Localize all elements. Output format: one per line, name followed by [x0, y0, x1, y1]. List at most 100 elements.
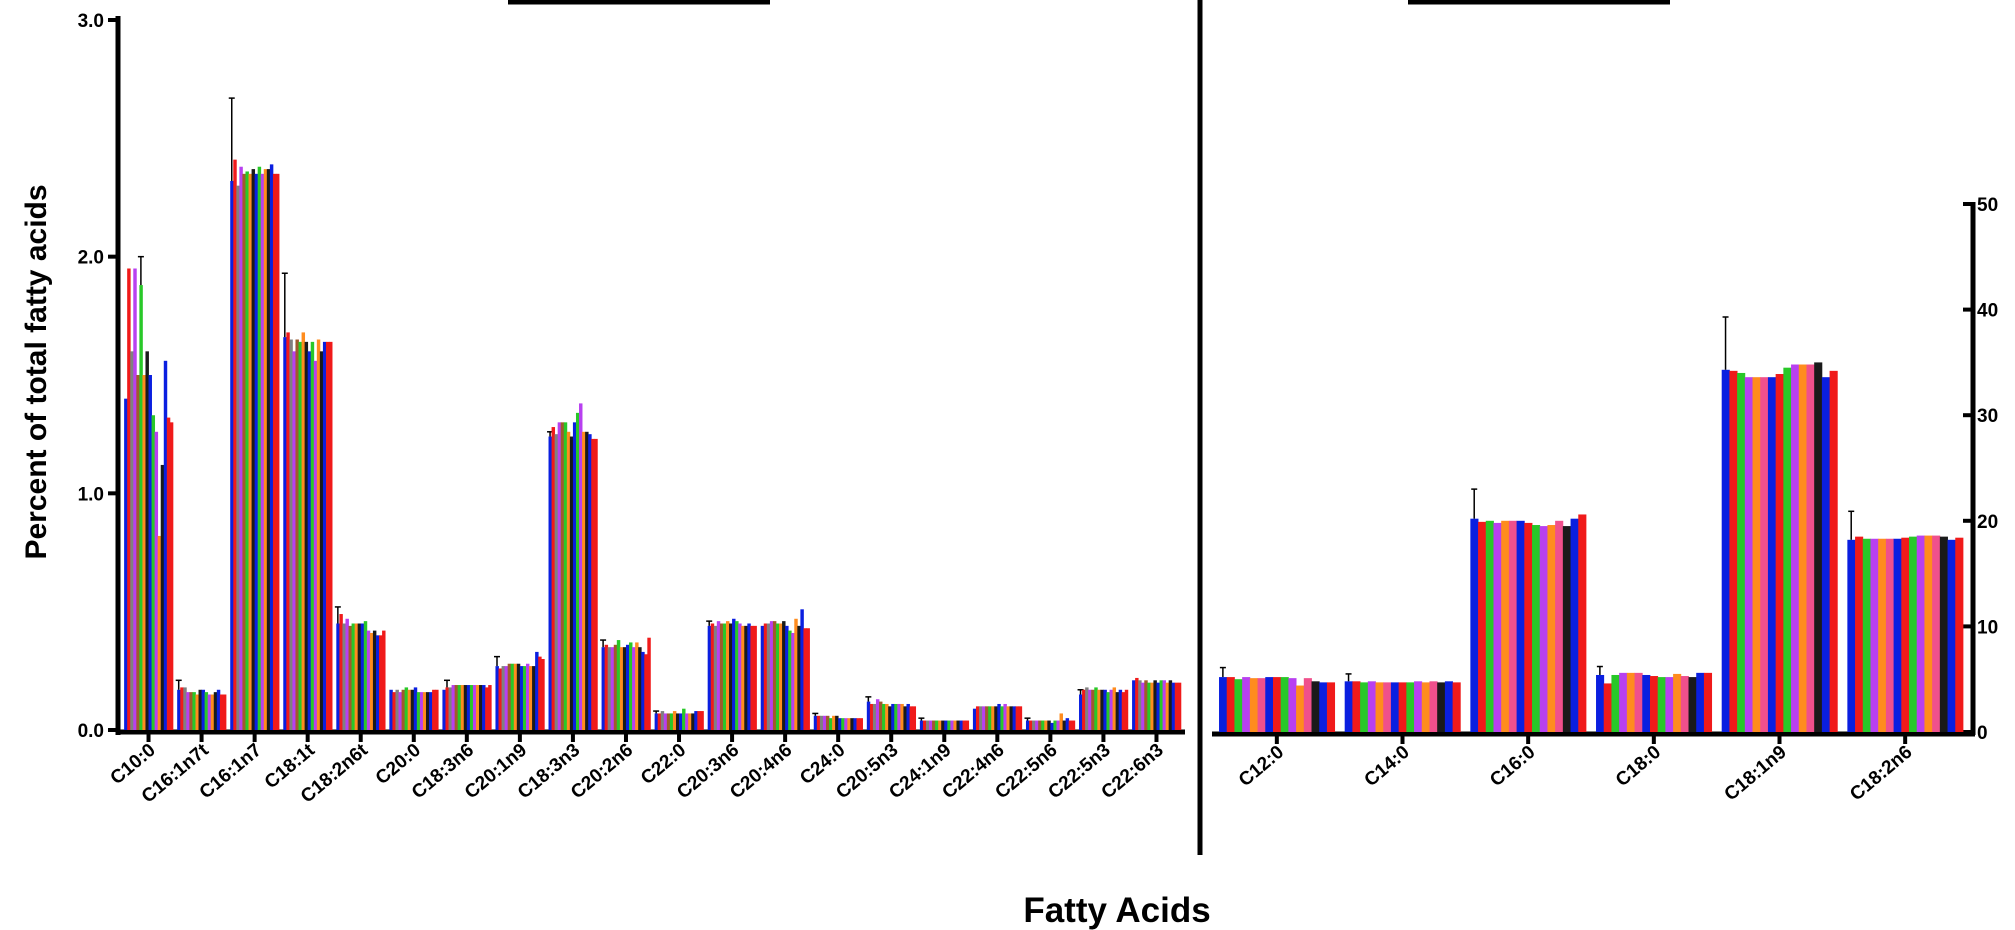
bar: [1932, 535, 1941, 732]
bar: [560, 422, 565, 730]
bar: [660, 711, 665, 730]
bar: [1062, 720, 1067, 730]
bar: [644, 654, 648, 730]
bar: [657, 713, 662, 730]
bar: [219, 694, 224, 730]
bar: [941, 720, 945, 730]
bar: [882, 703, 886, 730]
bar: [819, 715, 824, 730]
bar: [1177, 682, 1182, 730]
y-tick-label: 30: [1977, 406, 1998, 427]
bar: [522, 666, 527, 730]
bar: [183, 687, 187, 730]
x-tick-label: C18:0: [1612, 742, 1665, 791]
bar: [1806, 364, 1815, 732]
bar: [1452, 682, 1461, 732]
bar: [610, 647, 615, 730]
bar: [1501, 520, 1510, 732]
bar: [1680, 676, 1689, 732]
bar: [912, 706, 917, 730]
bar: [1032, 720, 1036, 730]
bar: [504, 666, 509, 730]
bar: [922, 720, 927, 730]
bar: [1047, 720, 1051, 730]
bar: [582, 431, 586, 730]
bar: [319, 351, 324, 730]
bar: [869, 703, 874, 730]
bar: [1344, 681, 1353, 732]
bar: [691, 713, 695, 730]
bar: [569, 436, 574, 730]
bar: [372, 630, 377, 730]
bar: [1018, 706, 1023, 730]
bar: [180, 687, 184, 730]
bar: [1916, 535, 1925, 732]
bar: [688, 713, 692, 730]
bar: [744, 625, 748, 730]
bar: [1829, 370, 1838, 732]
left-y-ticks: 0.0 1.0 2.0 3.0: [78, 11, 118, 742]
bar: [554, 434, 559, 730]
bar: [1079, 694, 1083, 730]
bar: [1138, 680, 1142, 730]
bar: [1375, 682, 1384, 732]
bar: [1429, 681, 1438, 732]
bar: [124, 398, 128, 730]
bar: [872, 703, 877, 730]
bar: [647, 637, 651, 730]
bar: [925, 720, 930, 730]
bar: [1688, 677, 1697, 732]
bar: [1783, 367, 1792, 732]
bar: [788, 630, 792, 730]
bar: [401, 689, 406, 730]
bar: [897, 703, 901, 730]
bar: [435, 689, 439, 730]
bar: [1000, 706, 1004, 730]
bar: [1414, 681, 1423, 732]
bar: [375, 635, 380, 730]
bar: [407, 689, 412, 730]
bar: [230, 180, 234, 730]
bar: [169, 422, 174, 730]
bar: [133, 268, 137, 730]
bar: [962, 720, 967, 730]
bar: [1524, 522, 1533, 732]
bar: [641, 651, 645, 730]
bar: [572, 422, 577, 730]
bar: [329, 341, 333, 730]
bar: [769, 621, 774, 730]
bar: [1103, 689, 1107, 730]
bar: [336, 623, 340, 730]
bar: [813, 715, 818, 730]
bar: [604, 644, 609, 730]
bar: [1071, 720, 1076, 730]
bar: [286, 332, 290, 730]
bar: [1855, 536, 1864, 732]
bar: [1035, 720, 1039, 730]
bar: [760, 625, 765, 730]
bar: [160, 464, 165, 730]
y-tick-label: 50: [1977, 195, 1998, 216]
bar: [738, 623, 742, 730]
bar: [1444, 681, 1453, 732]
bar: [260, 173, 265, 731]
bar: [325, 341, 330, 730]
bar: [1311, 681, 1320, 732]
bar: [800, 609, 804, 730]
bar: [1390, 682, 1400, 732]
bar: [257, 166, 262, 730]
bar: [847, 718, 851, 730]
bar: [145, 351, 149, 730]
bar: [675, 713, 680, 730]
bar: [1737, 372, 1746, 732]
bar: [233, 159, 237, 731]
bar: [1068, 720, 1073, 730]
bar: [663, 713, 668, 730]
bar: [1939, 536, 1948, 732]
bar: [722, 623, 727, 730]
bar: [1094, 687, 1098, 730]
bar: [516, 663, 521, 730]
bar: [900, 703, 904, 730]
bar: [729, 623, 733, 730]
bar: [1226, 677, 1235, 732]
